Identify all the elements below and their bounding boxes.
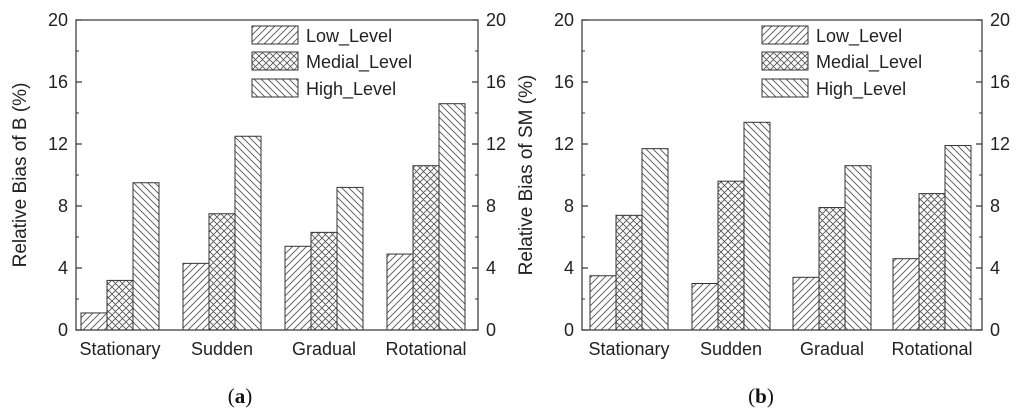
- bar-low-stationary: [589, 275, 617, 331]
- bar-low-rotational: [386, 253, 414, 331]
- ticks: Stationary Sudden Gradual Rotational 0 0 4 4 8 8 1…: [48, 10, 506, 359]
- legend-label-low: Low_Level: [306, 26, 392, 47]
- bar-high-rotational: [944, 145, 972, 331]
- bar-low-sudden: [691, 283, 719, 331]
- ticks: Stationary Sudden Gradual Rotational 0 0 4 4 8 8 1…: [554, 10, 1010, 359]
- y-tick-label-right: 0: [990, 320, 1000, 340]
- panel-a: Relative Bias of B (%) Stationary Sudden G…: [10, 10, 506, 408]
- bar-medial-gradual: [310, 231, 338, 331]
- legend: Low_Level Medial_Level High_Level: [761, 25, 922, 100]
- legend-label-high: High_Level: [306, 79, 396, 100]
- x-tick-label-sudden: Sudden: [700, 339, 762, 359]
- bar-low-gradual: [792, 276, 820, 331]
- legend-swatch-low: [251, 25, 299, 45]
- y-tick-label-left: 12: [48, 134, 68, 154]
- y-tick-label-left: 0: [564, 320, 574, 340]
- legend-swatch-low: [761, 25, 809, 45]
- y-tick-label-right: 12: [990, 134, 1010, 154]
- y-tick-label-right: 16: [486, 72, 506, 92]
- legend-swatch-medial: [761, 51, 809, 71]
- bar-low-sudden: [182, 262, 210, 331]
- legend: Low_Level Medial_Level High_Level: [251, 25, 412, 100]
- bar-medial-sudden: [208, 213, 236, 331]
- y-tick-label-right: 8: [486, 196, 496, 216]
- bar-medial-gradual: [818, 207, 846, 331]
- legend-label-low: Low_Level: [816, 26, 902, 47]
- x-tick-label-stationary: Stationary: [588, 339, 669, 359]
- y-axis-label: Relative Bias of SM (%): [516, 75, 537, 276]
- bar-medial-sudden: [717, 180, 745, 331]
- bar-high-sudden: [234, 135, 262, 331]
- legend-label-medial: Medial_Level: [306, 52, 412, 73]
- y-tick-label-left: 16: [554, 72, 574, 92]
- y-tick-label-left: 16: [48, 72, 68, 92]
- y-tick-label-left: 20: [48, 10, 68, 30]
- bar-medial-stationary: [106, 279, 134, 331]
- bar-low-rotational: [892, 258, 920, 331]
- x-tick-label-gradual: Gradual: [292, 339, 356, 359]
- y-tick-label-right: 20: [990, 10, 1010, 30]
- x-tick-label-gradual: Gradual: [800, 339, 864, 359]
- y-tick-label-left: 8: [58, 196, 68, 216]
- bar-medial-rotational: [412, 165, 440, 331]
- panel-caption: (b): [748, 384, 774, 408]
- y-tick-label-right: 0: [486, 320, 496, 340]
- y-tick-label-left: 0: [58, 320, 68, 340]
- bar-high-gradual: [336, 186, 364, 331]
- bar-high-rotational: [438, 103, 466, 331]
- legend-swatch-high: [761, 78, 809, 98]
- y-tick-label-right: 16: [990, 72, 1010, 92]
- y-tick-label-left: 4: [58, 258, 68, 278]
- panel-b: Relative Bias of SM (%) Stationary Sudden…: [516, 10, 1010, 408]
- y-tick-label-right: 8: [990, 196, 1000, 216]
- bar-low-stationary: [80, 312, 108, 331]
- y-tick-label-left: 8: [564, 196, 574, 216]
- panel-caption: (a): [228, 384, 253, 408]
- bar-high-sudden: [743, 121, 771, 331]
- x-tick-label-stationary: Stationary: [79, 339, 160, 359]
- bars: [80, 103, 466, 331]
- legend-label-high: High_Level: [816, 79, 906, 100]
- x-tick-label-rotational: Rotational: [891, 339, 972, 359]
- bar-medial-stationary: [615, 214, 643, 331]
- legend-swatch-high: [251, 78, 299, 98]
- bar-high-stationary: [641, 148, 669, 331]
- y-tick-label-left: 4: [564, 258, 574, 278]
- y-tick-label-right: 4: [990, 258, 1000, 278]
- bar-medial-rotational: [918, 193, 946, 331]
- y-tick-label-right: 20: [486, 10, 506, 30]
- x-tick-label-rotational: Rotational: [385, 339, 466, 359]
- y-tick-label-right: 12: [486, 134, 506, 154]
- y-axis-label: Relative Bias of B (%): [10, 83, 31, 268]
- bar-high-gradual: [844, 165, 872, 331]
- bar-high-stationary: [132, 182, 160, 331]
- y-tick-label-left: 20: [554, 10, 574, 30]
- bar-low-gradual: [284, 245, 312, 331]
- legend-swatch-medial: [251, 51, 299, 71]
- y-tick-label-left: 12: [554, 134, 574, 154]
- bars: [589, 121, 972, 331]
- y-tick-label-right: 4: [486, 258, 496, 278]
- x-tick-label-sudden: Sudden: [191, 339, 253, 359]
- legend-label-medial: Medial_Level: [816, 52, 922, 73]
